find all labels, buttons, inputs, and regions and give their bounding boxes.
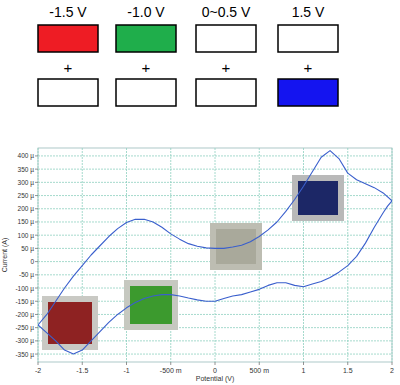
y-tick — [35, 169, 38, 170]
grid-line — [347, 148, 348, 362]
x-axis-label: Potential (V) — [196, 375, 235, 383]
y-tick — [35, 288, 38, 289]
grid-line — [392, 148, 393, 362]
page: -1.5 V + -1.0 V +0~0.5 V +1.5 V + -2 -1.5 -1 -500… — [0, 0, 400, 385]
y-tick — [35, 208, 38, 209]
y-tick — [35, 354, 38, 355]
state-box-bottom — [196, 79, 256, 106]
y-tick — [35, 340, 38, 341]
y-tick — [35, 314, 38, 315]
plot-area — [38, 151, 392, 354]
x-tick-label: 1 — [302, 367, 306, 374]
state-label: -1.5 V — [49, 4, 87, 20]
y-tick-label: -300 µ — [15, 337, 34, 345]
y-axis-label: Current (A) — [1, 238, 9, 273]
state-box-bottom — [278, 79, 338, 106]
joiner: + — [142, 59, 151, 76]
y-tick-label: -50 µ — [19, 271, 34, 279]
plot-frame — [38, 148, 392, 362]
joiner: + — [64, 59, 73, 76]
x-tick — [215, 362, 216, 365]
x-tick — [347, 362, 348, 365]
y-tick — [35, 261, 38, 262]
grid-line — [38, 274, 392, 275]
x-tick — [38, 362, 39, 365]
state-label: 0~0.5 V — [202, 4, 251, 20]
y-tick — [35, 235, 38, 236]
y-tick — [35, 248, 38, 249]
state-label: -1.0 V — [127, 4, 165, 20]
y-tick — [35, 155, 38, 156]
x-tick-label: 0 — [213, 367, 217, 374]
state-label: 1.5 V — [292, 4, 325, 20]
grid-line — [38, 148, 39, 362]
state-box-top — [278, 25, 338, 52]
y-tick — [35, 182, 38, 183]
y-tick-label: 100 µ — [18, 232, 35, 240]
joiner: + — [222, 59, 231, 76]
y-tick-label: -150 µ — [15, 298, 34, 306]
state-box-top — [116, 25, 176, 52]
x-tick-label: 500 m — [250, 367, 270, 374]
y-tick — [35, 301, 38, 302]
y-tick-label: 400 µ — [18, 152, 35, 160]
x-tick-label: -1 — [123, 367, 129, 374]
joiner: + — [304, 59, 313, 76]
x-tick — [170, 362, 171, 365]
y-tick-label: -250 µ — [15, 324, 34, 332]
state-box-top — [196, 25, 256, 52]
photo-film — [130, 286, 172, 324]
y-tick-label: 350 µ — [18, 166, 35, 174]
photo-film — [48, 302, 92, 344]
y-tick — [35, 327, 38, 328]
y-tick-label: 0 — [30, 258, 34, 265]
photo-inset — [292, 175, 344, 221]
y-tick — [35, 274, 38, 275]
y-tick-label: 200 µ — [18, 205, 35, 213]
x-tick — [392, 362, 393, 365]
x-tick-label: 1.5 — [343, 367, 353, 374]
y-tick-label: 250 µ — [18, 192, 35, 200]
y-tick-label: -350 µ — [15, 351, 34, 359]
x-tick — [126, 362, 127, 365]
x-tick-label: 2 — [390, 367, 394, 374]
y-tick-label: -100 µ — [15, 285, 34, 293]
x-tick — [82, 362, 83, 365]
y-tick — [35, 221, 38, 222]
state-box-top — [38, 25, 98, 52]
x-tick — [303, 362, 304, 365]
grid-line — [38, 354, 392, 355]
grid-line — [38, 288, 392, 289]
grid-line — [38, 221, 392, 222]
grid-line — [38, 169, 392, 170]
x-tick-label: -500 m — [160, 367, 182, 374]
y-tick-label: 300 µ — [18, 179, 35, 187]
y-tick-label: 150 µ — [18, 218, 35, 226]
y-tick-label: -200 µ — [15, 311, 34, 319]
x-tick-label: -1.5 — [76, 367, 88, 374]
state-box-bottom — [38, 79, 98, 106]
x-tick — [259, 362, 260, 365]
cv-curve — [38, 151, 392, 354]
y-tick-label: 50 µ — [21, 245, 34, 253]
state-box-bottom — [116, 79, 176, 106]
grid-line — [38, 155, 392, 156]
x-tick-label: -2 — [35, 367, 41, 374]
y-tick — [35, 195, 38, 196]
